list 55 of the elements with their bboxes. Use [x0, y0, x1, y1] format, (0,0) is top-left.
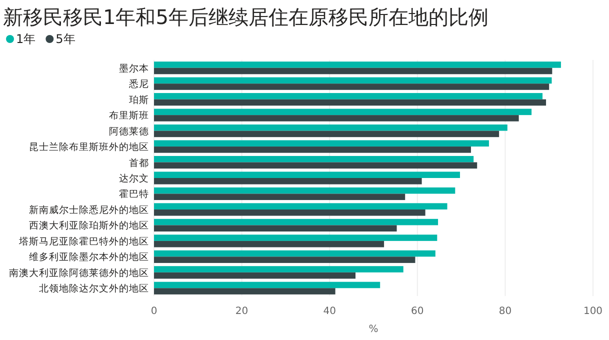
bar	[154, 108, 532, 116]
y-tick-label: 墨尔本	[119, 62, 149, 74]
x-tick-label: 60	[411, 306, 424, 317]
bar	[154, 124, 508, 131]
bar	[154, 146, 471, 153]
legend-label: 1年	[16, 32, 36, 46]
x-axis-title: %	[368, 324, 378, 335]
y-tick-label: 达尔文	[119, 172, 149, 184]
bar	[154, 266, 404, 272]
bar	[154, 130, 500, 138]
bar	[154, 250, 436, 257]
x-tick-label: 100	[583, 306, 603, 317]
bar	[154, 93, 543, 100]
y-tick-label: 新南威尔士除悉尼外的地区	[29, 204, 149, 216]
bar	[154, 156, 474, 162]
bar	[154, 187, 456, 194]
bar	[154, 194, 406, 200]
bar	[154, 203, 448, 210]
bar	[154, 140, 489, 147]
y-tick-label: 塔斯马尼亚除霍巴特外的地区	[18, 235, 149, 248]
y-tick-label: 西澳大利亚除珀斯外的地区	[29, 220, 149, 232]
bar	[154, 162, 478, 169]
x-tick-label: 80	[498, 306, 512, 317]
x-tick-label: 0	[150, 306, 158, 317]
y-tick-label: 布里斯班	[109, 110, 149, 122]
bar	[154, 84, 550, 90]
bar	[154, 256, 416, 263]
bar	[154, 218, 438, 226]
bar	[154, 172, 460, 178]
bar	[154, 209, 426, 216]
bar	[154, 62, 561, 68]
y-tick-label: 霍巴特	[119, 188, 149, 200]
bar	[154, 272, 356, 279]
x-tick-label: 40	[323, 306, 336, 317]
bar	[154, 282, 380, 288]
y-tick-label: 维多利亚除墨尔本外的地区	[29, 251, 149, 264]
bar	[154, 68, 552, 74]
x-tick-label: 20	[235, 306, 248, 317]
bar	[154, 240, 384, 248]
chart-title: 新移民移民1年和5年后继续居住在原移民所在地的比例	[3, 5, 488, 29]
bar	[154, 115, 519, 122]
y-tick-label: 首都	[129, 156, 149, 169]
y-tick-label: 南澳大利亚除阿德莱德外的地区	[9, 266, 149, 279]
bar	[154, 178, 422, 184]
y-tick-label: 珀斯	[129, 94, 149, 106]
bar	[154, 288, 336, 294]
y-tick-label: 悉尼	[128, 78, 149, 90]
y-tick-label: 昆士兰除布里斯班外的地区	[29, 141, 149, 154]
y-tick-label: 阿德莱德	[109, 125, 149, 138]
y-tick-label: 北领地除达尔文外的地区	[39, 282, 149, 295]
bar	[154, 225, 397, 232]
bar	[154, 99, 546, 106]
bar	[154, 234, 438, 241]
bar	[154, 77, 552, 84]
legend-label: 5年	[56, 32, 76, 46]
